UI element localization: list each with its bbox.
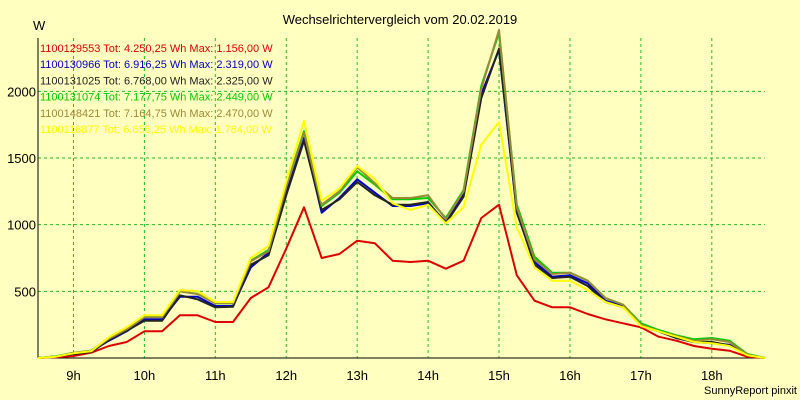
y-tick-label: 2000 (7, 84, 36, 99)
legend-entry-1100131025: 1100131025 Tot: 6.768,00 Wh Max: 2.325,0… (40, 75, 273, 87)
x-tick-label: 18h (701, 368, 723, 383)
y-tick-label: 1000 (7, 218, 36, 233)
legend-layer: 1100129553 Tot: 4.250,25 Wh Max: 1.156,0… (40, 43, 273, 136)
y-tick-label: 500 (14, 284, 36, 299)
x-tick-label: 9h (66, 368, 80, 383)
x-tick-label: 10h (134, 368, 156, 383)
x-tick-label: 16h (559, 368, 581, 383)
grid-layer (38, 38, 765, 358)
series-line-1100129553 (37, 203, 766, 359)
x-tick-label: 13h (346, 368, 368, 383)
tick-layer: 9h 10h 11h 12h 13h 14h 15h 16h 17h 18h 500 1000 1500… (7, 84, 723, 383)
legend-entry-1100129553: 1100129553 Tot: 4.250,25 Wh Max: 1.156,0… (40, 43, 273, 55)
x-tick-label: 11h (205, 368, 226, 383)
legend-entry-1100131074: 1100131074 Tot: 7.177,75 Wh Max: 2.449,0… (40, 92, 273, 104)
y-tick-label: 1500 (7, 151, 36, 166)
y-axis-unit-label: W (33, 18, 46, 33)
legend-entry-1100130966: 1100130966 Tot: 6.916,25 Wh Max: 2.319,0… (40, 59, 273, 71)
x-tick-label: 15h (488, 368, 510, 383)
x-tick-label: 12h (275, 368, 297, 383)
series-line-1100148421 (37, 29, 766, 359)
series-layer (37, 29, 766, 359)
legend-entry-1100116877: 1100116877 Tot: 6.656,25 Wh Max: 1.784,0… (40, 124, 272, 136)
frame-layer (37, 38, 765, 359)
legend-entry-1100148421: 1100148421 Tot: 7.164,75 Wh Max: 2.470,0… (40, 108, 273, 120)
chart-title: Wechselrichtervergleich vom 20.02.2019 (283, 12, 518, 27)
x-tick-label: 17h (630, 368, 652, 383)
x-tick-label: 14h (417, 368, 439, 383)
credit-label: SunnyReport pinxit (704, 385, 797, 397)
series-line-1100116877 (37, 119, 766, 359)
